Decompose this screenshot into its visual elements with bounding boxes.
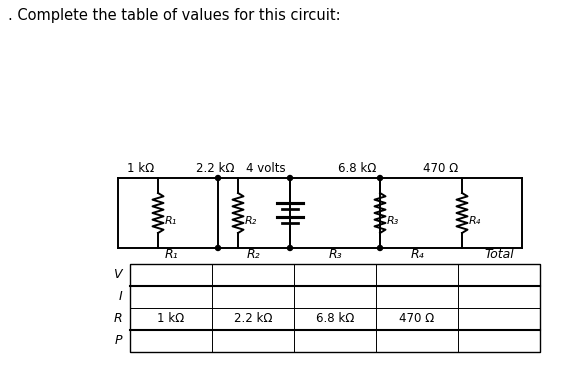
Text: R₃: R₃ [387,216,399,226]
Text: 6.8 kΩ: 6.8 kΩ [316,312,354,326]
Text: R₁: R₁ [165,216,177,226]
Text: R₂: R₂ [246,249,260,261]
Text: 1 kΩ: 1 kΩ [127,162,154,175]
Text: 470 Ω: 470 Ω [399,312,434,326]
Text: V: V [114,268,122,282]
Text: 6.8 kΩ: 6.8 kΩ [338,162,376,175]
Circle shape [215,246,220,250]
Circle shape [287,246,293,250]
Circle shape [377,246,383,250]
Text: P: P [114,335,122,347]
Text: R: R [113,312,122,326]
Text: R₄: R₄ [410,249,424,261]
Text: Total: Total [484,249,514,261]
Text: . Complete the table of values for this circuit:: . Complete the table of values for this … [8,8,340,23]
Circle shape [215,176,220,180]
Text: 2.2 kΩ: 2.2 kΩ [234,312,272,326]
Bar [130,264,540,352]
Text: R₂: R₂ [245,216,257,226]
Text: 470 Ω: 470 Ω [423,162,458,175]
Text: R₃: R₃ [328,249,342,261]
Circle shape [377,176,383,180]
Text: R₁: R₁ [164,249,178,261]
Circle shape [287,176,293,180]
Text: I: I [118,291,122,303]
Text: 4 volts: 4 volts [246,162,286,175]
Text: 1 kΩ: 1 kΩ [158,312,185,326]
Text: R₄: R₄ [469,216,481,226]
Text: 2.2 kΩ: 2.2 kΩ [196,162,234,175]
